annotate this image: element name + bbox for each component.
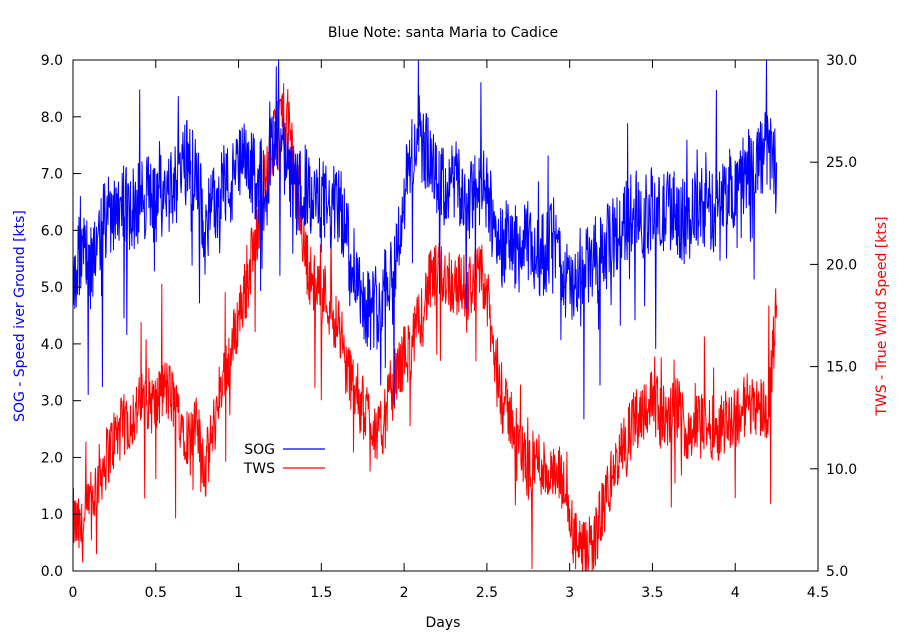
y-left-tick-label: 6.0	[41, 223, 63, 239]
series-line-sog	[73, 60, 778, 420]
y-left-tick-label: 1.0	[41, 507, 63, 523]
legend-label-sog: SOG	[244, 442, 275, 458]
chart-title: Blue Note: santa Maria to Cadice	[328, 25, 558, 41]
axes-layer: 0 0.5 1 1.5 2 2.5 3 3.5 4 4.5 0.0 1.0 2.0 3.0 4.0 5.0 6.…	[41, 53, 857, 601]
y-right-tick-label: 30.0	[826, 53, 857, 69]
y-right-tick-label: 10.0	[826, 462, 857, 478]
series-line-tws	[73, 83, 778, 571]
x-tick-label: 4	[731, 585, 740, 601]
x-tick-label: 3	[565, 585, 574, 601]
y-left-tick-label: 8.0	[41, 110, 63, 126]
x-tick-label: 1.5	[310, 585, 332, 601]
x-tick-label: 4.5	[807, 585, 829, 601]
y-left-tick-label: 2.0	[41, 450, 63, 466]
plot-frame	[72, 59, 819, 572]
y-left-tick-label: 4.0	[41, 337, 63, 353]
x-tick-label: 0	[69, 585, 78, 601]
y-axis-left-label: SOG - Speed iver Ground [kts]	[12, 210, 28, 422]
y-right-tick-label: 15.0	[826, 360, 857, 376]
legend: SOG TWS	[243, 442, 325, 477]
x-tick-label: 3.5	[641, 585, 663, 601]
y-left-tick-label: 7.0	[41, 167, 63, 183]
y-right-tick-label: 25.0	[826, 155, 857, 171]
x-tick-label: 2.5	[476, 585, 498, 601]
x-tick-label: 0.5	[145, 585, 167, 601]
y-right-tick-label: 5.0	[826, 564, 848, 580]
y-axis-right-label: TWS - True Wind Speed [kts]	[874, 216, 890, 416]
series-group	[73, 60, 778, 571]
x-axis-label: Days	[426, 615, 461, 631]
x-tick-label: 1	[234, 585, 243, 601]
y-left-tick-label: 9.0	[41, 53, 63, 69]
x-tick-label: 2	[400, 585, 409, 601]
y-left-tick-label: 3.0	[41, 394, 63, 410]
legend-label-tws: TWS	[243, 461, 275, 477]
y-left-tick-label: 0.0	[41, 564, 63, 580]
y-right-tick-label: 20.0	[826, 257, 857, 273]
plot-content	[73, 60, 778, 571]
y-left-tick-label: 5.0	[41, 280, 63, 296]
